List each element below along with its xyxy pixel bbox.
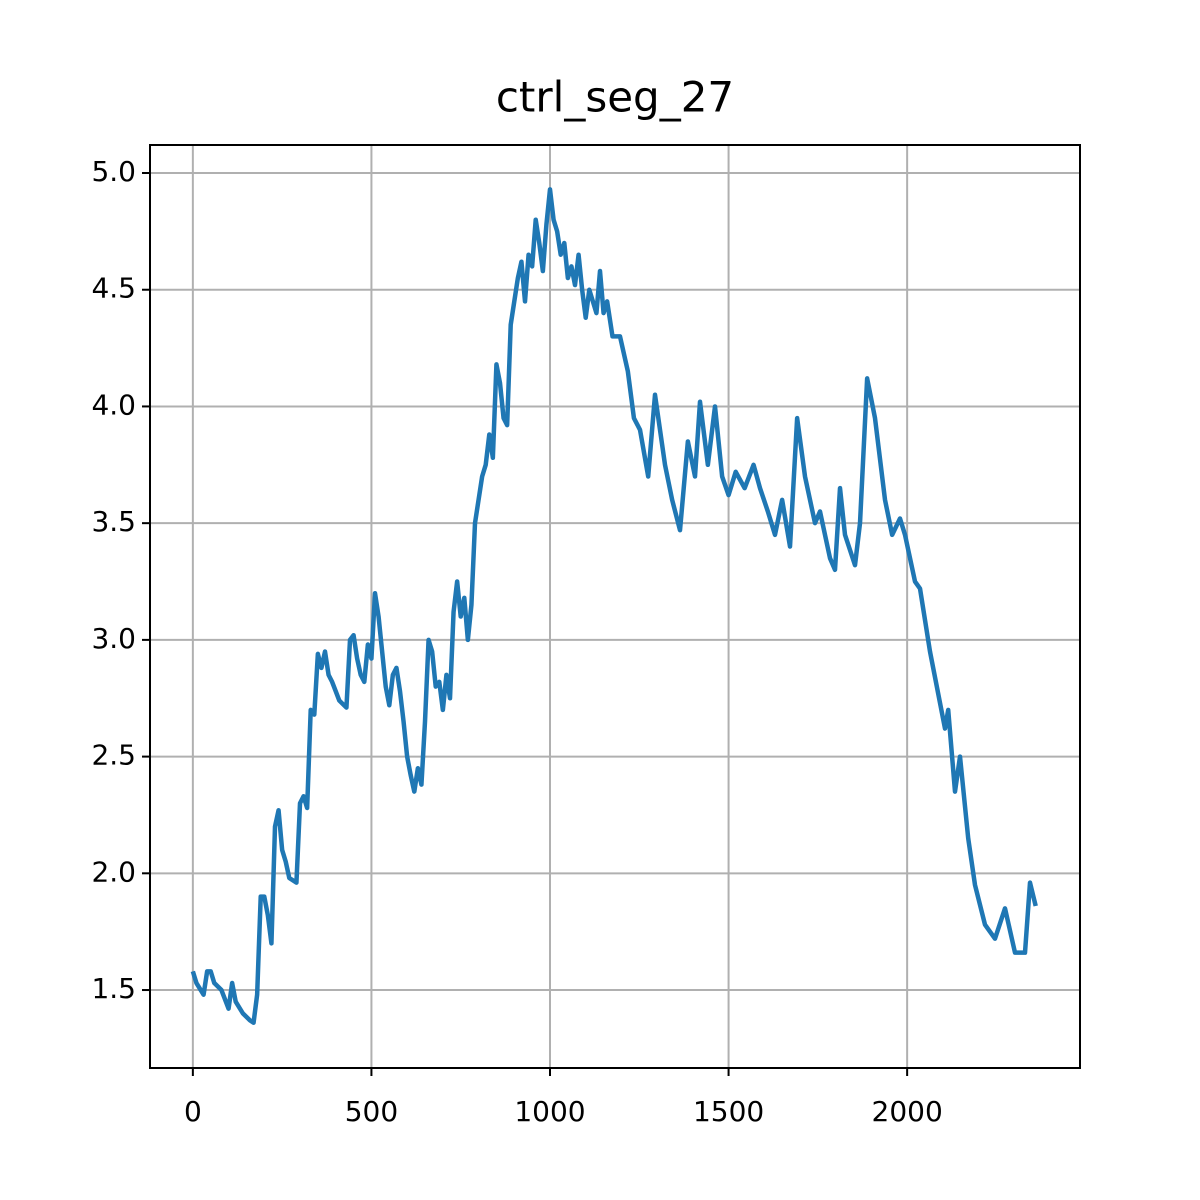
y-tick-label: 4.0 <box>91 388 136 421</box>
x-tick-label: 1000 <box>514 1095 585 1128</box>
y-tick-label: 5.0 <box>91 155 136 188</box>
y-tick-label: 2.5 <box>91 739 136 772</box>
x-tick-label: 0 <box>184 1095 202 1128</box>
x-tick-label: 2000 <box>872 1095 943 1128</box>
chart-title: ctrl_seg_27 <box>496 73 734 122</box>
y-tick-label: 3.0 <box>91 622 136 655</box>
x-tick-label: 1500 <box>693 1095 764 1128</box>
y-tick-label: 1.5 <box>91 972 136 1005</box>
plot-frame <box>149 144 1081 1069</box>
y-tick-label: 2.0 <box>91 855 136 888</box>
y-tick-label: 4.5 <box>91 272 136 305</box>
data-line <box>190 187 1038 1025</box>
x-tick-label: 500 <box>345 1095 398 1128</box>
y-tick-label: 3.5 <box>91 505 136 538</box>
